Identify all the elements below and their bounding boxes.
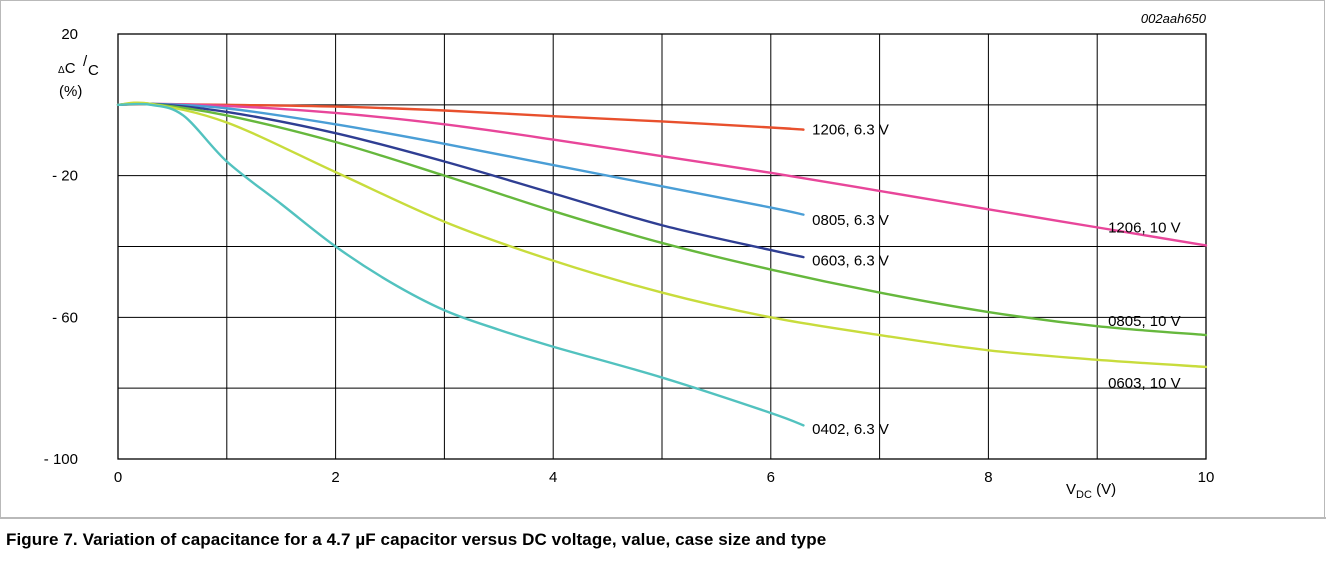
series-label: 0402, 6.3 V (812, 421, 889, 438)
y-label-delta: Δ (58, 65, 65, 76)
y-tick-label: - 60 (52, 309, 78, 326)
series-line-6 (116, 102, 805, 427)
series-label: 0805, 10 V (1108, 313, 1181, 330)
x-tick-label: 4 (549, 469, 557, 486)
series-line-1 (116, 102, 1208, 247)
x-tick-label: 2 (331, 469, 339, 486)
x-tick-label: 0 (114, 469, 122, 486)
x-axis-label: VDC (V) (1066, 481, 1116, 501)
y-label-slash: / (83, 53, 88, 70)
svg-text:VDC (V): VDC (V) (1066, 481, 1116, 501)
series-label: 0603, 10 V (1108, 375, 1181, 392)
series-line-3 (116, 102, 805, 259)
y-axis-label: ΔC / C (%) (58, 53, 99, 100)
x-label-unit: (V) (1096, 481, 1116, 498)
series-label: 1206, 6.3 V (812, 122, 889, 139)
y-tick-label: - 100 (44, 451, 78, 468)
y-label-num: C (65, 60, 76, 77)
series-line-4 (116, 101, 1208, 337)
svg-text:ΔC: ΔC (58, 60, 76, 77)
x-tick-label: 8 (984, 469, 992, 486)
grid (117, 33, 1207, 460)
series-label: 0805, 6.3 V (812, 212, 889, 229)
x-tick-label: 10 (1198, 469, 1215, 486)
series-lines (116, 101, 1208, 427)
series-line-2 (116, 102, 805, 216)
tick-labels: 0 2 4 6 8 10 20 - 20 - 60 - 100 (44, 26, 1215, 486)
y-tick-label: - 20 (52, 168, 78, 185)
y-label-unit: (%) (59, 83, 82, 100)
x-tick-label: 6 (767, 469, 775, 486)
figure-frame (0, 0, 1325, 518)
series-line-5 (116, 101, 1208, 369)
y-tick-label: 20 (61, 26, 78, 43)
series-label: 1206, 10 V (1108, 219, 1181, 236)
caption-divider (0, 517, 1326, 519)
y-label-den: C (88, 62, 99, 79)
x-label-sub: DC (1076, 489, 1092, 501)
x-label-main: V (1066, 481, 1076, 498)
series-label: 0603, 6.3 V (812, 253, 889, 270)
figure-code: 002aah650 (1141, 11, 1207, 26)
figure-caption: Figure 7. Variation of capacitance for a… (6, 530, 827, 549)
series-annotations: 1206, 6.3 V 1206, 10 V 0805, 6.3 V 0603, 6.… (812, 122, 1180, 438)
